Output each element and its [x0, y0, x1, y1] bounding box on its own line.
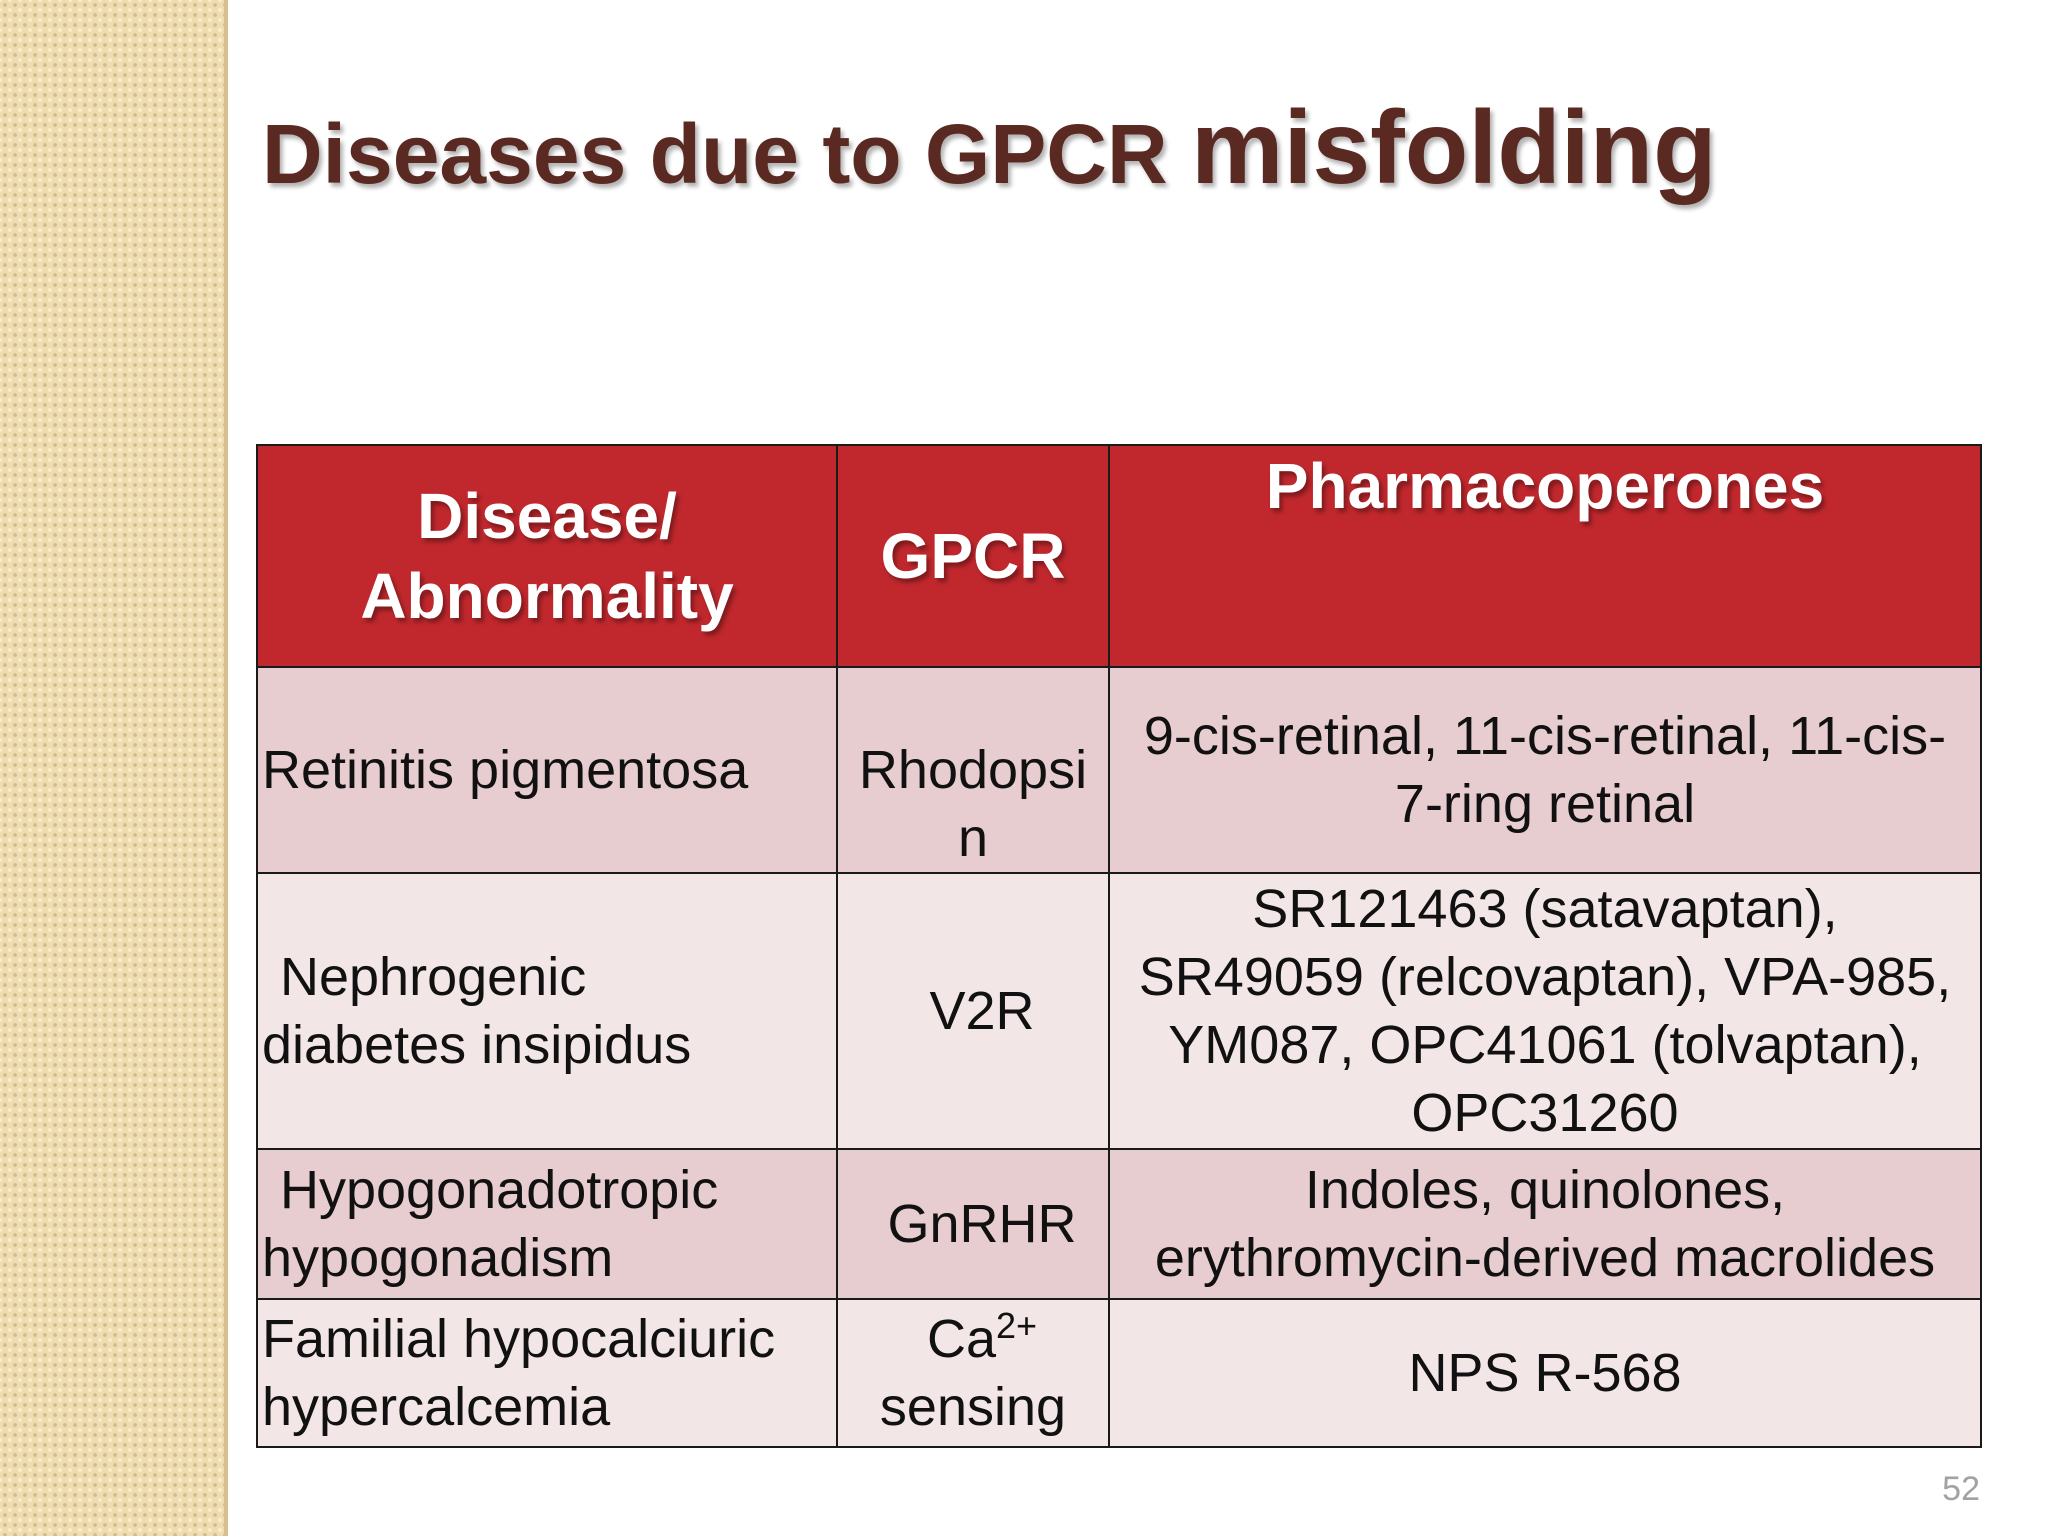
cell-disease: Nephrogenic diabetes insipidus — [256, 872, 838, 1150]
title-text-part2: misfolding — [1190, 90, 1717, 206]
header-disease-line2: Abnormality — [360, 560, 734, 632]
table-row: Familial hypocalciuric hypercalcemia Ca2… — [256, 1298, 1982, 1448]
cell-pharm-line: erythromycin-derived macrolides — [1154, 1228, 1936, 1288]
cell-disease-line: Familial hypocalciuric — [262, 1309, 776, 1369]
cell-pharm-line: SR49059 (relcovaptan), VPA-985, — [1138, 947, 1952, 1007]
cell-disease: Familial hypocalciuric hypercalcemia — [256, 1298, 838, 1448]
cell-gpcr-line: sensing — [879, 1377, 1067, 1437]
cell-disease-line: diabetes insipidus — [262, 1015, 692, 1075]
cell-gpcr-line: V2R — [929, 981, 1035, 1041]
cell-gpcr: Rhodopsi n — [836, 666, 1110, 874]
cell-pharm-line: NPS R-568 — [1408, 1343, 1682, 1403]
cell-disease-line: hypogonadism — [262, 1228, 614, 1288]
header-pharmacoperones: Pharmacoperones — [1108, 444, 1982, 668]
page-number: 52 — [1942, 1470, 1980, 1508]
decorative-side-band — [0, 0, 228, 1536]
title-text-part1: Diseases due to GPCR — [262, 107, 1191, 201]
cell-gpcr-line: GnRHR — [887, 1194, 1077, 1254]
cell-gpcr-line: n — [957, 808, 989, 868]
cell-pharm-line: OPC31260 — [1411, 1083, 1679, 1143]
cell-pharmacoperones: 9-cis-retinal, 11-cis-retinal, 11-cis- 7… — [1108, 666, 1982, 874]
cell-gpcr: Ca2+ sensing — [836, 1298, 1110, 1448]
cell-pharm-line: 7-ring retinal — [1394, 774, 1696, 834]
cell-pharm-line: YM087, OPC41061 (tolvaptan), — [1168, 1015, 1922, 1075]
table-row: Nephrogenic diabetes insipidus V2R SR121… — [256, 872, 1982, 1150]
table-row: Hypogonadotropic hypogonadism GnRHR Indo… — [256, 1148, 1982, 1300]
cell-pharmacoperones: NPS R-568 — [1108, 1298, 1982, 1448]
slide-title: Diseases due to GPCR misfolding — [262, 96, 1717, 200]
cell-gpcr-line: Rhodopsi — [858, 740, 1088, 800]
cell-pharmacoperones: Indoles, quinolones, erythromycin-derive… — [1108, 1148, 1982, 1300]
cell-pharmacoperones: SR121463 (satavaptan), SR49059 (relcovap… — [1108, 872, 1982, 1150]
cell-pharm-line: SR121463 (satavaptan), — [1252, 879, 1838, 939]
cell-gpcr: GnRHR — [836, 1148, 1110, 1300]
header-gpcr: GPCR — [836, 444, 1110, 668]
header-disease-line1: Disease/ — [417, 480, 677, 552]
cell-disease: Retinitis pigmentosa — [256, 666, 838, 874]
cell-gpcr-ca: Ca2+ — [909, 1305, 1037, 1373]
table-header-row: Disease/ Abnormality GPCR Pharmacoperone… — [256, 444, 1982, 668]
cell-gpcr-ca-base: Ca — [926, 1309, 996, 1369]
cell-gpcr: V2R — [836, 872, 1110, 1150]
cell-disease-line: Retinitis pigmentosa — [262, 740, 749, 800]
cell-gpcr-ca-charge: 2+ — [995, 1305, 1038, 1346]
cell-disease-line: hypercalcemia — [262, 1377, 611, 1437]
cell-pharm-line: Indoles, quinolones, — [1304, 1160, 1786, 1220]
cell-disease-line: Nephrogenic — [280, 947, 587, 1007]
header-disease: Disease/ Abnormality — [256, 444, 838, 668]
table-row: Retinitis pigmentosa Rhodopsi n 9-cis-re… — [256, 666, 1982, 874]
cell-disease-line: Hypogonadotropic — [280, 1160, 719, 1220]
cell-disease: Hypogonadotropic hypogonadism — [256, 1148, 838, 1300]
gpcr-disease-table: Disease/ Abnormality GPCR Pharmacoperone… — [256, 444, 1982, 1448]
cell-pharm-line: 9-cis-retinal, 11-cis-retinal, 11-cis- — [1143, 706, 1947, 766]
